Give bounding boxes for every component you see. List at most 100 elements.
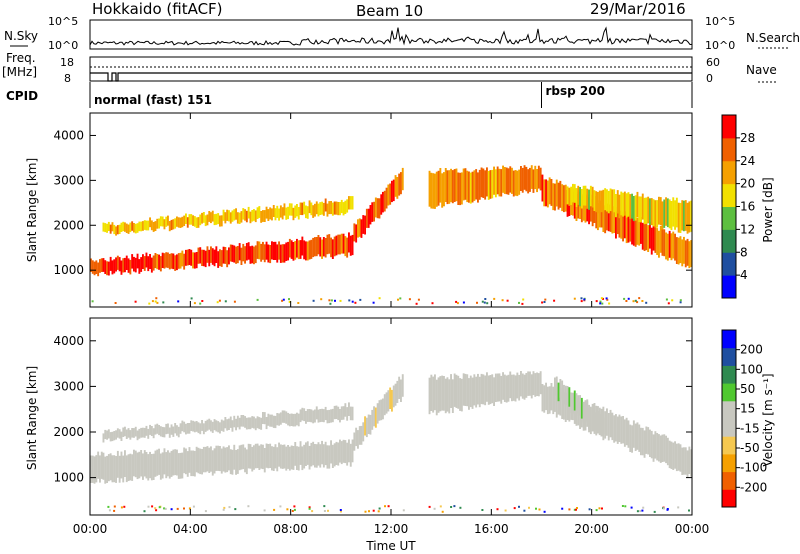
- echo-cell: [294, 205, 297, 218]
- echo-cell: [647, 225, 650, 252]
- scatter-cell: [190, 297, 193, 300]
- echo-cell: [371, 202, 374, 222]
- echo-cell: [238, 243, 241, 261]
- scatter-cell: [351, 300, 354, 303]
- echo-cell: [674, 441, 676, 469]
- scatter-cell: [339, 509, 342, 511]
- echo-cell: [331, 202, 334, 216]
- echo-cell: [176, 449, 178, 476]
- scatter-cell: [123, 505, 126, 508]
- y-tick-label: 3000: [53, 379, 84, 393]
- echo-cell: [116, 428, 119, 438]
- echo-cell: [609, 188, 612, 212]
- echo-cell: [294, 442, 297, 466]
- x-axis-label: Time UT: [365, 539, 416, 553]
- echo-cell: [491, 374, 494, 404]
- echo-cell: [192, 420, 194, 432]
- echo-cell: [188, 249, 191, 265]
- echo-cell: [154, 221, 157, 231]
- echo-cell: [172, 253, 175, 270]
- echo-cell: [247, 242, 250, 260]
- scatter-cell: [575, 508, 577, 511]
- echo-cell: [253, 209, 255, 221]
- cpid-mode-rbsp: rbsp 200: [546, 84, 605, 98]
- echo-cell: [577, 395, 580, 416]
- scatter-cell: [399, 297, 402, 300]
- echo-cell: [401, 374, 404, 397]
- echo-cell: [269, 443, 272, 468]
- echo-cell: [297, 207, 300, 220]
- scatter-cell: [288, 300, 291, 303]
- echo-cell: [475, 376, 478, 408]
- x-tick-label: 08:00: [273, 522, 308, 536]
- echo-cell: [634, 423, 637, 451]
- echo-cell: [188, 423, 191, 434]
- echo-cell: [625, 193, 628, 218]
- scatter-cell: [576, 507, 578, 509]
- echo-cell: [312, 237, 315, 258]
- echo-cell: [109, 432, 112, 442]
- scatter-cell: [273, 508, 276, 511]
- echo-cell: [606, 189, 608, 212]
- echo-cell: [215, 213, 218, 225]
- echo-cell: [154, 424, 157, 435]
- echo-cell: [473, 374, 476, 406]
- colorbar-tick-label: 15: [740, 402, 755, 416]
- scatter-cell: [518, 301, 520, 304]
- colorbar-tick-label: 12: [740, 222, 755, 236]
- echo-cell: [285, 242, 288, 261]
- echo-cell: [677, 237, 680, 265]
- echo-cell: [564, 385, 567, 405]
- echo-cell: [136, 253, 139, 269]
- echo-cell: [240, 211, 243, 223]
- scatter-cell: [282, 298, 285, 301]
- echo-cell: [457, 375, 460, 409]
- echo-cell: [518, 169, 521, 195]
- echo-cell: [195, 446, 198, 473]
- echo-cell: [152, 453, 155, 480]
- echo-cell: [331, 444, 334, 468]
- freq-tick-bottom: 8: [64, 72, 71, 85]
- echo-cell: [256, 241, 259, 259]
- echo-cell: [374, 197, 377, 218]
- echo-cell: [120, 431, 123, 441]
- echo-cell: [258, 241, 261, 260]
- echo-cell: [392, 179, 395, 202]
- echo-cell: [186, 451, 189, 477]
- echo-cell: [437, 377, 440, 413]
- echo-cell: [136, 452, 139, 480]
- echo-cell: [267, 413, 270, 426]
- echo-cell: [124, 222, 126, 232]
- echo-cell: [254, 245, 257, 264]
- echo-cell: [559, 180, 562, 208]
- echo-cell: [346, 442, 349, 466]
- echo-cell: [358, 426, 361, 445]
- scatter-cell: [201, 300, 204, 302]
- echo-cell: [486, 372, 488, 402]
- echo-cell: [573, 390, 576, 411]
- echo-cell: [177, 453, 180, 479]
- colorbar-segment: [722, 115, 736, 139]
- echo-cell: [133, 428, 135, 438]
- echo-cell: [253, 246, 255, 265]
- echo-cell: [378, 400, 381, 421]
- echo-cell: [559, 388, 562, 416]
- colorbar-tick-label: -200: [740, 480, 767, 494]
- echo-cell: [279, 444, 282, 469]
- scatter-cell: [156, 301, 159, 304]
- scatter-cell: [573, 508, 576, 511]
- scatter-cell: [164, 507, 167, 510]
- scatter-cell: [522, 298, 525, 301]
- echo-cell: [615, 211, 617, 239]
- echo-cell: [152, 222, 155, 232]
- echo-cell: [349, 406, 352, 421]
- echo-cell: [568, 187, 571, 206]
- scatter-cell: [151, 300, 154, 303]
- echo-cell: [229, 244, 232, 262]
- echo-cell: [620, 191, 623, 216]
- echo-cell: [147, 220, 150, 231]
- echo-cell: [348, 439, 350, 463]
- echo-cell: [143, 256, 146, 271]
- echo-cell: [310, 442, 313, 467]
- echo-cell: [557, 182, 560, 210]
